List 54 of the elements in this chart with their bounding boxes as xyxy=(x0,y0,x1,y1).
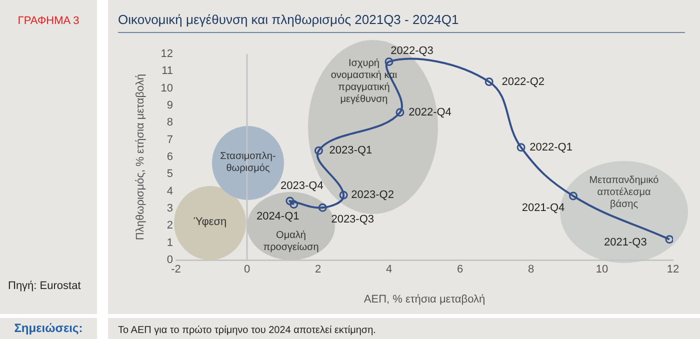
y-tick-label: 4 xyxy=(166,185,173,198)
point xyxy=(314,146,323,155)
y-tick-label: 7 xyxy=(166,134,173,146)
chart-title: Οικονομική μεγέθυνση και πληθωρισμός 2021Q3 - 2024Q1 xyxy=(118,12,685,33)
x-tick-label: 4 xyxy=(386,264,392,276)
annotation: Μεταπανδημικό αποτέλεσμα βάσης xyxy=(588,175,660,211)
annotation: 2022-Q2 xyxy=(502,76,545,88)
annotation: 2024-Q1 xyxy=(256,210,300,222)
y-tick-label: 10 xyxy=(160,82,173,94)
x-tick-label: 10 xyxy=(596,264,608,276)
point xyxy=(339,190,348,200)
y-tick-label: 3 xyxy=(166,202,173,215)
annotation: Ομαλή προσγείωση xyxy=(262,230,320,254)
text: Το ΑΕΠ για το πρώτο τρίμηνο του 2024 αποτελεί εκτίμηση. xyxy=(118,324,377,337)
x-tick-label: 6 xyxy=(456,264,464,276)
point xyxy=(286,196,294,206)
y-tick-label: 11 xyxy=(162,65,173,78)
y-tick-label: 5 xyxy=(166,168,173,180)
point xyxy=(384,57,394,66)
annotation: 2023-Q1 xyxy=(329,144,372,157)
annotation: 2021-Q3 xyxy=(604,236,647,248)
y-tick-label: 2 xyxy=(166,220,173,232)
text: Πηγή: Eurostat xyxy=(8,280,82,293)
x-tick-label: 0 xyxy=(244,264,250,276)
y-tick-label: 1 xyxy=(166,236,173,249)
y-tick-label: 12 xyxy=(160,48,173,60)
y-tick-label: 8 xyxy=(166,116,173,129)
point xyxy=(516,143,526,152)
annotation: 2023-Q2 xyxy=(351,189,394,202)
annotation: 2022-Q3 xyxy=(390,44,434,57)
annotation: 2023-Q3 xyxy=(331,214,374,226)
y-tick-label: 0 xyxy=(166,254,173,266)
x-axis-title: ΑΕΠ, % ετήσια μεταβολή xyxy=(364,293,486,306)
y-axis-title: Πληθωρισμός, % ετήσια μεταβολή xyxy=(134,74,147,240)
x-tick-label: 2 xyxy=(314,264,322,276)
annotation: Στασιμοπλη-θωρισμός xyxy=(219,151,277,175)
x-tick-label: 8 xyxy=(528,264,534,276)
point xyxy=(665,235,673,244)
point xyxy=(290,200,298,209)
y-tick-label: 6 xyxy=(166,151,173,164)
annotation: 2021-Q4 xyxy=(522,202,565,214)
text: ΓΡΑΦΗΜΑ 3 xyxy=(16,15,80,28)
point xyxy=(484,78,494,86)
x-tick-label: 12 xyxy=(666,264,680,276)
annotation: 2022-Q4 xyxy=(408,106,452,118)
point xyxy=(318,203,327,212)
y-tick-label: 9 xyxy=(166,100,173,112)
annotation: Ύφεση xyxy=(192,216,228,229)
annotation: 2023-Q4 xyxy=(280,180,324,192)
point xyxy=(396,108,404,117)
text: Σημειώσεις: xyxy=(13,321,84,335)
x-tick-label: -2 xyxy=(171,264,181,276)
annotation: 2022-Q1 xyxy=(530,141,572,154)
point xyxy=(568,192,578,200)
